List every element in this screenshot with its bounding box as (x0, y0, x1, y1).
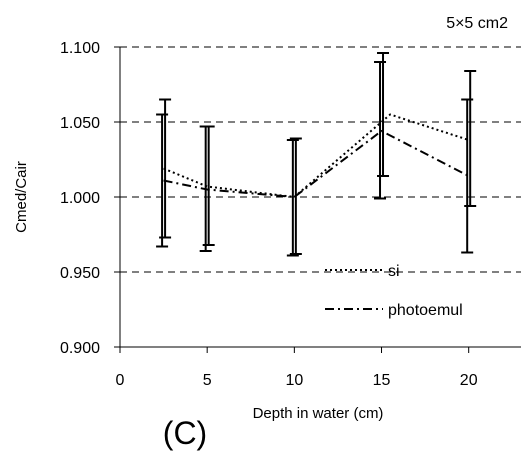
legend-label-si: si (388, 263, 400, 280)
y-tick-label: 1.100 (60, 40, 100, 57)
y-axis-label: Cmed/Cair (13, 161, 30, 233)
x-axis-label: Depth in water (cm) (253, 405, 384, 422)
x-tick-label: 0 (116, 372, 125, 389)
panel-label: (C) (163, 415, 207, 451)
y-tick-label: 1.000 (60, 190, 100, 207)
legend-label-photoemul: photoemul (388, 302, 463, 319)
error-bars (156, 52, 477, 257)
x-tick-label: 20 (460, 372, 478, 389)
y-tick-label: 1.050 (60, 115, 100, 132)
series-line-si (163, 113, 470, 199)
chart-title: 5×5 cm2 (446, 15, 508, 32)
y-ticks: 0.900 0.950 1.000 1.050 1.100 (60, 40, 120, 357)
x-tick-label: 5 (203, 372, 212, 389)
gridlines (120, 46, 521, 273)
x-tick-label: 15 (373, 372, 391, 389)
x-ticks: 0 5 10 15 20 (116, 347, 478, 389)
series-lines (163, 113, 470, 199)
y-tick-label: 0.950 (60, 265, 100, 282)
series-line-photoemul (163, 129, 470, 199)
y-tick-label: 0.900 (60, 340, 100, 357)
legend: si photoemul (325, 263, 463, 319)
x-tick-label: 10 (285, 372, 303, 389)
